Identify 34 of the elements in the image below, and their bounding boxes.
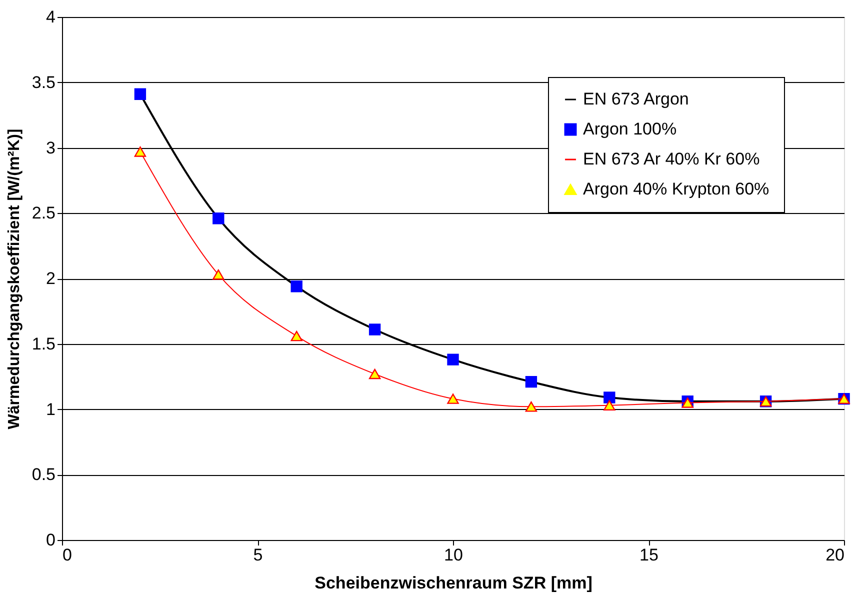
legend-label: EN 673 Ar 40% Kr 60% bbox=[583, 150, 760, 168]
y-tick-label: 1 bbox=[46, 400, 56, 419]
y-tick-label: 0 bbox=[46, 530, 56, 550]
x-tick-label: 15 bbox=[640, 546, 658, 564]
x-axis-title: Scheibenzwischenraum SZR [mm] bbox=[314, 574, 592, 592]
y-tick-label: 2 bbox=[46, 269, 56, 288]
legend-label: Argon 100% bbox=[583, 120, 677, 138]
point bbox=[604, 392, 616, 404]
y-tick-label: 0.5 bbox=[32, 465, 56, 484]
point bbox=[134, 146, 146, 157]
point bbox=[290, 330, 302, 342]
point bbox=[368, 324, 381, 336]
point bbox=[525, 401, 538, 412]
x-tick-label: 20 bbox=[826, 546, 844, 564]
y-tick-label: 3.5 bbox=[32, 72, 56, 92]
x-tick-label: 10 bbox=[444, 546, 463, 564]
point bbox=[368, 368, 381, 380]
point bbox=[447, 394, 459, 404]
point bbox=[134, 88, 146, 100]
point bbox=[447, 354, 459, 366]
point bbox=[212, 212, 224, 224]
legend-label: Argon 40% Krypton 60% bbox=[583, 180, 770, 198]
y-axis-title: Wärmedurchgangskoeffizient [W/(m²K)] bbox=[6, 128, 23, 430]
y-tick-label: 3 bbox=[46, 138, 56, 158]
point bbox=[525, 376, 538, 388]
point bbox=[212, 269, 224, 280]
legend-label: EN 673 Argon bbox=[583, 90, 689, 108]
y-tick-label: 1.5 bbox=[32, 334, 56, 354]
x-tick-label: 5 bbox=[253, 546, 263, 564]
y-tick-label: 2.5 bbox=[32, 204, 56, 223]
point bbox=[290, 280, 302, 292]
x-tick-label: 0 bbox=[62, 546, 72, 564]
point bbox=[604, 400, 616, 410]
y-tick-label: 4 bbox=[46, 8, 56, 26]
